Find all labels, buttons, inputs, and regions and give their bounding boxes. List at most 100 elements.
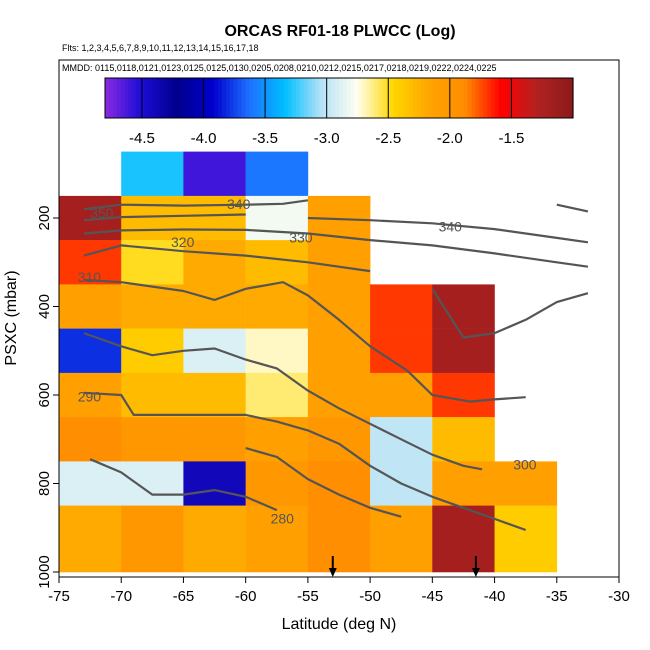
x-tick-label: -45 bbox=[421, 588, 443, 605]
heatmap-cell bbox=[432, 372, 495, 418]
y-tick-label: 800 bbox=[36, 471, 53, 496]
colorbar-segment bbox=[327, 78, 332, 118]
heatmap-cell bbox=[432, 461, 495, 506]
colorbar-segment bbox=[292, 78, 297, 118]
colorbar-segment bbox=[116, 78, 122, 118]
contour-line bbox=[307, 216, 589, 244]
colorbar-segment bbox=[471, 78, 477, 118]
colorbar-segment bbox=[401, 78, 406, 118]
colorbar-segment bbox=[222, 78, 227, 118]
colorbar-segment bbox=[530, 78, 535, 118]
colorbar-segment bbox=[319, 78, 324, 118]
colorbar-segment bbox=[257, 78, 262, 118]
heatmap-cell bbox=[432, 284, 495, 329]
heatmap-cell bbox=[183, 151, 246, 197]
colorbar-tick-label: -3.0 bbox=[314, 130, 340, 147]
heatmap-cell bbox=[432, 505, 495, 573]
heatmap-cell bbox=[307, 417, 371, 462]
heatmap-cell bbox=[121, 284, 184, 329]
colorbar-segment bbox=[335, 78, 340, 118]
colorbar-segment bbox=[553, 78, 558, 118]
colorbar-segment bbox=[284, 78, 289, 118]
colorbar-segment bbox=[198, 78, 204, 118]
colorbar-tick-label: -4.0 bbox=[191, 130, 217, 147]
heatmap-cell bbox=[307, 284, 371, 329]
colorbar-segment bbox=[303, 78, 309, 118]
contour-label: 350 bbox=[90, 205, 114, 221]
colorbar-segment bbox=[315, 78, 321, 118]
colorbar-segment bbox=[459, 78, 465, 118]
colorbar-segment bbox=[366, 78, 371, 118]
colorbar-segment bbox=[413, 78, 418, 118]
colorbar-segment bbox=[245, 78, 250, 118]
colorbar-segment bbox=[132, 78, 137, 118]
y-tick-label: 600 bbox=[36, 382, 53, 407]
colorbar-tick-label: -2.5 bbox=[375, 130, 401, 147]
heatmap-cell bbox=[370, 372, 433, 418]
colorbar-segment bbox=[147, 78, 153, 118]
heatmap-cell bbox=[121, 328, 184, 374]
colorbar-segment bbox=[342, 78, 348, 118]
x-tick-label: -75 bbox=[48, 588, 70, 605]
colorbar-segment bbox=[311, 78, 317, 118]
colorbar-segment bbox=[350, 78, 356, 118]
x-tick-label: -65 bbox=[173, 588, 195, 605]
colorbar-segment bbox=[549, 78, 555, 118]
colorbar-segment bbox=[475, 78, 480, 118]
colorbar-segment bbox=[175, 78, 180, 118]
arrow-head bbox=[471, 568, 480, 577]
colorbar-segment bbox=[534, 78, 539, 118]
colorbar-segment bbox=[393, 78, 399, 118]
colorbar-segment bbox=[518, 78, 523, 118]
colorbar-segment bbox=[502, 78, 508, 118]
colorbar-segment bbox=[214, 78, 219, 118]
colorbar-segment bbox=[296, 78, 301, 118]
y-tick-label: 200 bbox=[36, 205, 53, 230]
heatmap-cell bbox=[245, 417, 309, 462]
colorbar-segment bbox=[417, 78, 422, 118]
contour-label: 340 bbox=[227, 196, 251, 212]
x-tick-label: -40 bbox=[484, 588, 506, 605]
colorbar-segment bbox=[405, 78, 410, 118]
colorbar-segment bbox=[346, 78, 352, 118]
colorbar-segment bbox=[389, 78, 395, 118]
colorbar-segment bbox=[432, 78, 438, 118]
heatmap-cells bbox=[59, 151, 558, 573]
colorbar: -4.5 -4.0 -3.5 -3.0 -2.5 -2.0 -1.5 bbox=[104, 77, 574, 147]
arrow-head bbox=[328, 568, 337, 577]
y-axis: 200 400 600 800 1000 bbox=[36, 205, 59, 589]
colorbar-tick-label: -2.0 bbox=[437, 130, 463, 147]
contour-line bbox=[245, 447, 402, 518]
heatmap-cell bbox=[494, 505, 558, 573]
heatmap-cell bbox=[59, 417, 122, 462]
contour-line bbox=[556, 203, 589, 213]
colorbar-segment bbox=[183, 78, 188, 118]
colorbar-segment bbox=[218, 78, 223, 118]
heatmap-cell bbox=[245, 284, 309, 329]
colorbar-segment bbox=[409, 78, 414, 118]
contour-line bbox=[89, 458, 278, 512]
colorbar-segment bbox=[268, 78, 274, 118]
contour-line bbox=[83, 244, 371, 273]
heatmap-cell bbox=[245, 461, 309, 506]
heatmap-cell bbox=[183, 240, 246, 285]
heatmap-cell bbox=[245, 372, 309, 418]
colorbar-segment bbox=[565, 78, 570, 118]
colorbar-segment bbox=[339, 78, 344, 118]
colorbar-tick-label: -3.5 bbox=[252, 130, 278, 147]
colorbar-tick-label: -4.5 bbox=[129, 130, 155, 147]
colorbar-segment bbox=[159, 78, 165, 118]
colorbar-frame bbox=[104, 77, 574, 119]
colorbar-segment bbox=[444, 78, 449, 118]
contour-label: 300 bbox=[513, 456, 537, 472]
plot-frame bbox=[58, 59, 620, 578]
y-tick-label: 400 bbox=[36, 294, 53, 319]
colorbar-segment bbox=[237, 78, 243, 118]
flight-arrows bbox=[328, 556, 480, 577]
heatmap-cell bbox=[183, 195, 246, 241]
heatmap-cell bbox=[59, 505, 122, 573]
contour-label: 310 bbox=[78, 269, 102, 285]
contour-label: 340 bbox=[439, 218, 463, 234]
x-tick-label: -60 bbox=[235, 588, 257, 605]
contour-label: 330 bbox=[289, 229, 313, 245]
